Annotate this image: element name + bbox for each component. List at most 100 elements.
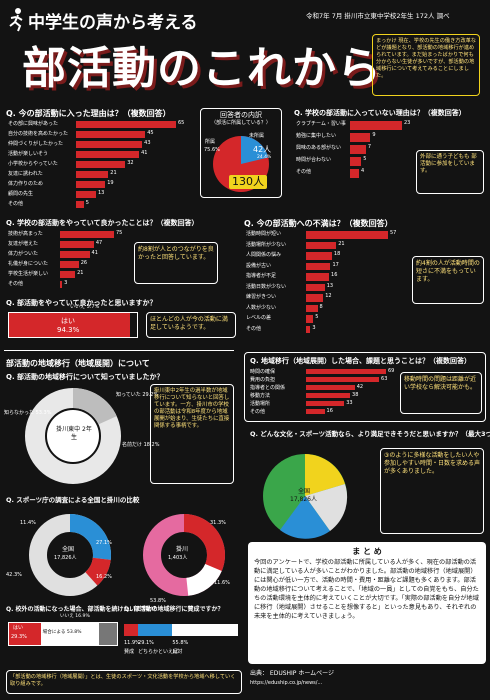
q10-yes-value: 29.3% bbox=[11, 634, 27, 640]
q7-row-label: 時間の確保 bbox=[250, 369, 276, 375]
q2-chart: クラブチーム・習い事 23 勉強に集中したい 9 興味のある部がない 7 時間が合わない 5 そ… bbox=[296, 120, 414, 190]
q1-bar bbox=[76, 151, 140, 158]
q4-bar bbox=[306, 283, 325, 291]
q10-no: いいえ 16.9% bbox=[60, 614, 90, 619]
q1-bar bbox=[76, 191, 96, 198]
q5-yes-fill bbox=[9, 313, 130, 337]
q6-center bbox=[47, 410, 99, 462]
q2-bar bbox=[350, 169, 360, 178]
q7-box bbox=[244, 352, 486, 422]
q7-row-label: 活動場所 bbox=[250, 401, 271, 407]
q3-bar-value: 47 bbox=[95, 240, 103, 246]
q7-note-box: 移動時間の問題は距離が近い学校なら解決可能かも。 bbox=[400, 372, 482, 414]
q10-title: Q. 校外の活動になった場合、部活動を続けたいですか？ bbox=[6, 606, 160, 613]
q3-note-box: 約8割が人とのつながりを良かったと回答しています。 bbox=[134, 242, 218, 284]
q4-bar bbox=[306, 304, 318, 312]
q9-left-donut bbox=[29, 514, 111, 596]
q1-bar bbox=[76, 141, 143, 148]
q2-bar-value: 7 bbox=[367, 144, 371, 150]
q3-bar bbox=[60, 261, 79, 268]
q9-right-center: 掛川 bbox=[176, 546, 189, 553]
q7-row-label: 移動方法 bbox=[250, 393, 271, 399]
q11-value: 29.1% bbox=[138, 640, 154, 646]
q3-bar-value: 26 bbox=[80, 260, 88, 266]
q4-row-label: レベルの差 bbox=[246, 315, 272, 321]
q9-pct-label: 27.1% bbox=[96, 540, 112, 546]
q4-bar bbox=[306, 325, 311, 333]
q6-note: 掛川東中2年生の過半数が地域移行について知らないと回答しています。一方、掛川市の… bbox=[154, 388, 230, 430]
q4-bar bbox=[306, 252, 332, 260]
q3-bar-value: 41 bbox=[91, 250, 98, 256]
q11-segment bbox=[138, 624, 173, 636]
q7-bar-value: 69 bbox=[388, 368, 395, 374]
q2-title: Q. 学校の部活動に入っていない理由は？（複数回答） bbox=[294, 109, 466, 117]
summary-box: ま と め 今回のアンケートで、学校の部活動に所属している人が多く、現在の部活動… bbox=[248, 542, 486, 664]
q6-title: Q. 部活動の地域移行について知っていましたか？ bbox=[6, 373, 164, 381]
q8-title: Q. どんな文化・スポーツ活動なら、より満足できそうだと思いますか？（最大3つ） bbox=[250, 430, 490, 438]
q11-value: 11.9% bbox=[124, 640, 140, 646]
intro-box: まっかけ 現在、学校の先生の働き方改革などが議題となり、部活動の地域移行が進めら… bbox=[372, 34, 480, 96]
q9-pct-label: 31.3% bbox=[210, 520, 226, 526]
q7-bar bbox=[306, 393, 351, 398]
q10-bar: はい 29.3% 場合による 53.8% bbox=[8, 622, 118, 646]
q1-bar-value: 41 bbox=[141, 150, 148, 156]
q1-bar-value: 43 bbox=[144, 140, 151, 146]
q1-bar-value: 5 bbox=[85, 200, 89, 206]
header-meta: 令和7年 7月 掛川市立東中学校2年生 172人 調べ bbox=[306, 12, 450, 20]
q9-right-n: 1,403人 bbox=[168, 555, 188, 561]
q1-row-label: 体力作りのため bbox=[8, 181, 44, 187]
q4-bar-value: 16 bbox=[331, 272, 338, 278]
q4-bar-value: 57 bbox=[390, 230, 397, 236]
q1-bar-value: 32 bbox=[127, 160, 134, 166]
q3-bar-value: 3 bbox=[64, 280, 68, 286]
respondents-box: 回答者の内訳 （部活に所属している？） 未所属 42人 24.4% 所属 75.… bbox=[200, 108, 282, 198]
pie-no-label: 未所属 bbox=[249, 133, 265, 139]
q4-bar-value: 3 bbox=[312, 324, 316, 331]
respondents-title: 回答者の内訳 bbox=[220, 111, 262, 119]
q7-bar bbox=[306, 409, 325, 414]
q2-bar-value: 5 bbox=[363, 156, 367, 162]
pie-yes-value: 130人 bbox=[229, 175, 267, 189]
q10-yes-label: はい bbox=[13, 625, 24, 631]
q2-bar bbox=[350, 157, 362, 166]
q7-bar-value: 16 bbox=[326, 408, 333, 414]
q7-bar bbox=[306, 369, 386, 374]
q11-value: 55.8% bbox=[172, 640, 189, 646]
q4-title: Q. 今の部活動への不満は？（複数回答） bbox=[244, 219, 393, 228]
q2-row-label: クラブチーム・習い事 bbox=[296, 121, 346, 127]
q4-bar-value: 17 bbox=[332, 261, 339, 268]
q3-bar-value: 21 bbox=[77, 270, 84, 276]
q3-row-label: その他 bbox=[8, 281, 24, 287]
q6-note-box: 掛川東中2年生の過半数が地域移行について知らないと回答しています。一方、掛川市の… bbox=[150, 384, 234, 484]
q5-yes-value: 94.3% bbox=[57, 326, 80, 334]
q7-bar bbox=[306, 401, 345, 406]
footer-url: https://eduship.co.jp/news/... bbox=[250, 680, 323, 686]
q9-pct-label: 11.6% bbox=[214, 580, 230, 586]
section-divider bbox=[4, 350, 234, 351]
q4-bar bbox=[306, 294, 324, 302]
q11-segment bbox=[124, 624, 139, 636]
q5-note-box: ほとんどの人が今の活動に満足しているようです。 bbox=[146, 312, 236, 338]
footer-source: 出典： EDUSHIP ホームページ bbox=[250, 670, 335, 677]
q3-bar bbox=[60, 271, 76, 278]
q1-bar bbox=[76, 201, 84, 208]
q5-bar: はい 94.3% bbox=[8, 312, 138, 338]
pie-no-slice bbox=[241, 136, 269, 164]
q1-chart: その部に興味があった 65 自分の技術を高めたかった 45 仲間づくりがしたかった 43 活… bbox=[8, 120, 188, 212]
q4-bar bbox=[306, 273, 330, 281]
q7-bar-value: 38 bbox=[352, 392, 359, 398]
summary-title: ま と め bbox=[352, 547, 382, 556]
section1-title: 部活動の地域移行（地域展開）について bbox=[6, 359, 150, 368]
q3-bar bbox=[60, 241, 94, 248]
q3-bar bbox=[60, 231, 114, 238]
q3-row-label: 礼儀が身についた bbox=[8, 261, 49, 267]
q2-bar-value: 23 bbox=[404, 120, 411, 126]
q3-title: Q. 学校の部活動をやっていて良かったことは？（複数回答） bbox=[6, 219, 199, 227]
q1-row-label: 活動が楽しいそう bbox=[8, 151, 49, 157]
q6-center-label: 掛川東中 2年生 bbox=[56, 426, 92, 441]
q7-chart: 時間の確保 69 費用の負担 63 指導者との関係 42 移動方法 38 活動場所 33 その他 16 bbox=[250, 368, 400, 418]
q7-row-label: 費用の負担 bbox=[250, 377, 276, 383]
q2-bar bbox=[350, 121, 402, 130]
q11-label: 賛成 bbox=[124, 649, 135, 655]
q7-bar-value: 63 bbox=[381, 376, 388, 382]
